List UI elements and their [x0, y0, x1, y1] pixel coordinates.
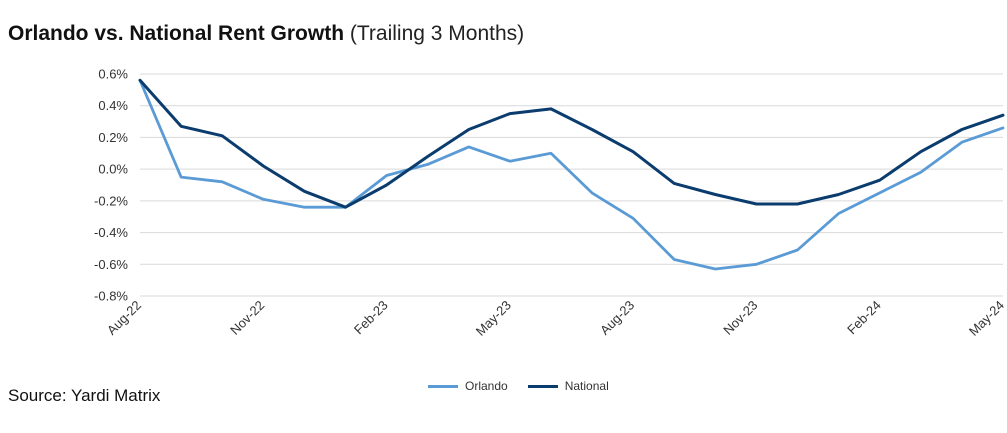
legend: Orlando National [428, 379, 621, 393]
series-lines [138, 78, 1005, 271]
x-tick-label: Nov-23 [720, 298, 760, 338]
y-tick-label: -0.2% [94, 193, 128, 208]
gridlines [140, 73, 1003, 297]
x-tick-label: Feb-24 [844, 298, 884, 338]
x-tick-label: May-23 [473, 298, 514, 339]
legend-item-orlando: Orlando [428, 379, 508, 393]
x-tick-label: Nov-22 [227, 298, 267, 338]
x-tick-label: Aug-22 [104, 298, 144, 338]
y-tick-label: -0.8% [94, 289, 128, 304]
series-line-national [138, 78, 1005, 209]
y-tick-label: 0.4% [98, 98, 128, 113]
x-axis: Aug-22 Nov-22 Feb-23 May-23 Aug-23 Nov-23 Feb-… [104, 298, 1007, 339]
y-tick-label: -0.4% [94, 225, 128, 240]
source-note: Source: Yardi Matrix [8, 386, 161, 405]
y-tick-label: 0.6% [98, 67, 128, 82]
legend-swatch-orlando [428, 384, 458, 388]
chart-subtitle: (Trailing 3 Months) [349, 22, 525, 45]
x-tick-label: May-24 [966, 298, 1007, 339]
y-axis: 0.6% 0.4% 0.2% 0.0% -0.2% -0.4% -0.6% -0.8% [94, 67, 128, 304]
legend-item-national: National [527, 379, 609, 393]
y-tick-label: 0.0% [98, 162, 128, 177]
chart-title: Orlando vs. National Rent Growth (Traili… [8, 22, 524, 46]
x-tick-label: Feb-23 [351, 298, 391, 338]
series-line-orlando [138, 78, 1005, 271]
legend-swatch-national [527, 384, 558, 388]
chart-title-main: Orlando vs. National Rent Growth [8, 22, 345, 45]
y-tick-label: -0.6% [94, 257, 128, 272]
legend-label-orlando: Orlando [465, 379, 508, 393]
legend-label-national: National [564, 379, 609, 393]
y-tick-label: 0.2% [98, 130, 128, 145]
x-tick-label: Aug-23 [597, 298, 637, 338]
